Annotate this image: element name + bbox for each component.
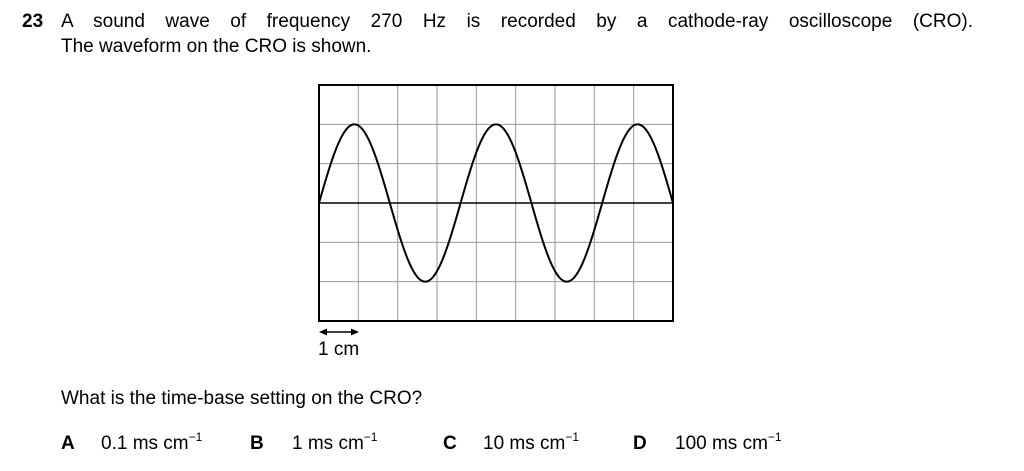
question-number: 23 bbox=[22, 11, 44, 32]
option-a-exponent: −1 bbox=[188, 430, 203, 444]
question-stem-line-2: The waveform on the CRO is shown. bbox=[61, 36, 372, 57]
waveform-trace bbox=[318, 123, 674, 283]
option-b-text: 1 ms cm−1 bbox=[292, 430, 378, 454]
oscilloscope-figure: 1 cm bbox=[318, 84, 674, 360]
option-c-exponent: −1 bbox=[565, 430, 580, 444]
option-c-text: 10 ms cm−1 bbox=[483, 430, 580, 454]
scale-arrow bbox=[319, 328, 359, 336]
option-a-text: 0.1 ms cm−1 bbox=[101, 430, 203, 454]
scale-label: 1 cm bbox=[318, 339, 359, 360]
option-d-exponent: −1 bbox=[767, 430, 782, 444]
option-b-letter: B bbox=[250, 433, 264, 454]
question-ask: What is the time-base setting on the CRO… bbox=[61, 388, 423, 409]
option-b-exponent: −1 bbox=[363, 430, 378, 444]
option-c-letter: C bbox=[443, 433, 457, 454]
option-d-text: 100 ms cm−1 bbox=[675, 430, 782, 454]
option-a-letter: A bbox=[61, 433, 75, 454]
option-d-letter: D bbox=[633, 433, 647, 454]
question-stem-line-1: A sound wave of frequency 270 Hz is reco… bbox=[61, 11, 973, 32]
